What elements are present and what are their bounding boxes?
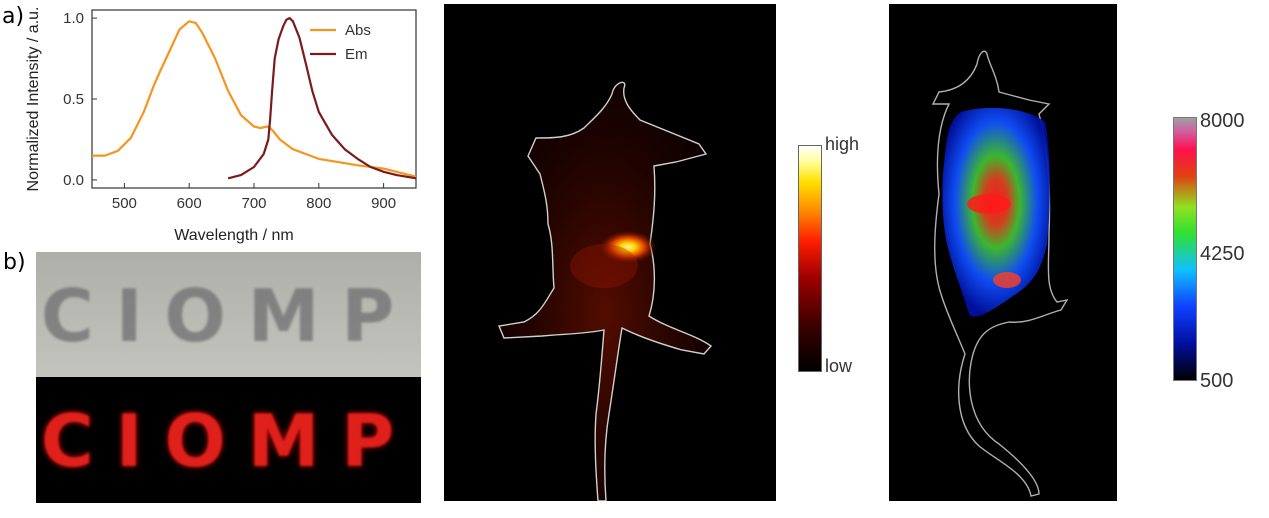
spectra-chart: 500 600 700 800 900 0.0 0.5 1.0 Wavelength / nm N… — [25, 7, 417, 244]
photo-b-luminescence: CIOMP — [36, 377, 421, 503]
colorbar-c — [798, 145, 822, 372]
legend-label-em: Em — [345, 46, 368, 63]
colorbar-d-mid-label: 4250 — [1200, 243, 1245, 265]
x-tick-label: 900 — [371, 195, 396, 212]
x-tick-label: 500 — [112, 195, 137, 212]
x-tick-label: 700 — [241, 195, 266, 212]
colorbar-d-min-label: 500 — [1200, 370, 1234, 392]
photo-b-daylight: CIOMP — [36, 252, 421, 377]
hotspot-liver-d — [967, 194, 1011, 214]
colorbar-c-low-label: low — [825, 356, 853, 376]
chart-legend: Abs Em — [310, 22, 371, 63]
y-tick-label: 0.5 — [63, 91, 84, 108]
photo-c-mouse-fluorescence — [444, 4, 776, 501]
hotspot-secondary-c — [570, 244, 638, 288]
panel-label-a: a) — [2, 4, 25, 29]
photo-b-daylight-text: CIOMP — [40, 274, 417, 358]
x-axis-title: Wavelength / nm — [174, 227, 293, 244]
x-tick-label: 800 — [306, 195, 331, 212]
colorbar-d-max-label: 8000 — [1200, 110, 1245, 132]
x-tick-label: 600 — [177, 195, 202, 212]
y-tick-label: 1.0 — [63, 10, 84, 27]
panel-label-c: c) — [449, 5, 470, 30]
legend-label-abs: Abs — [345, 22, 371, 39]
chart-axes: 500 600 700 800 900 0.0 0.5 1.0 Wavelength / nm N… — [25, 7, 417, 244]
mouse-outline-c — [498, 81, 713, 501]
hotspot-liver-c — [598, 230, 658, 264]
hotspot-lower-d — [993, 272, 1021, 288]
photo-d-mouse-imaging — [889, 4, 1117, 501]
series-line-abs — [92, 20, 417, 178]
colorbar-d — [1173, 117, 1197, 381]
y-tick-label: 0.0 — [63, 172, 84, 189]
series-line-em — [227, 17, 417, 180]
chart-series — [92, 17, 417, 180]
mouse-outline-d — [931, 50, 1069, 497]
panel-label-b: b) — [3, 250, 26, 275]
y-axis-title: Normalized Intensity / a.u. — [25, 7, 42, 192]
panel-label-d: d) — [893, 5, 916, 30]
colorbar-c-high-label: high — [825, 134, 860, 154]
photo-b-luminescence-text: CIOMP — [40, 399, 417, 483]
